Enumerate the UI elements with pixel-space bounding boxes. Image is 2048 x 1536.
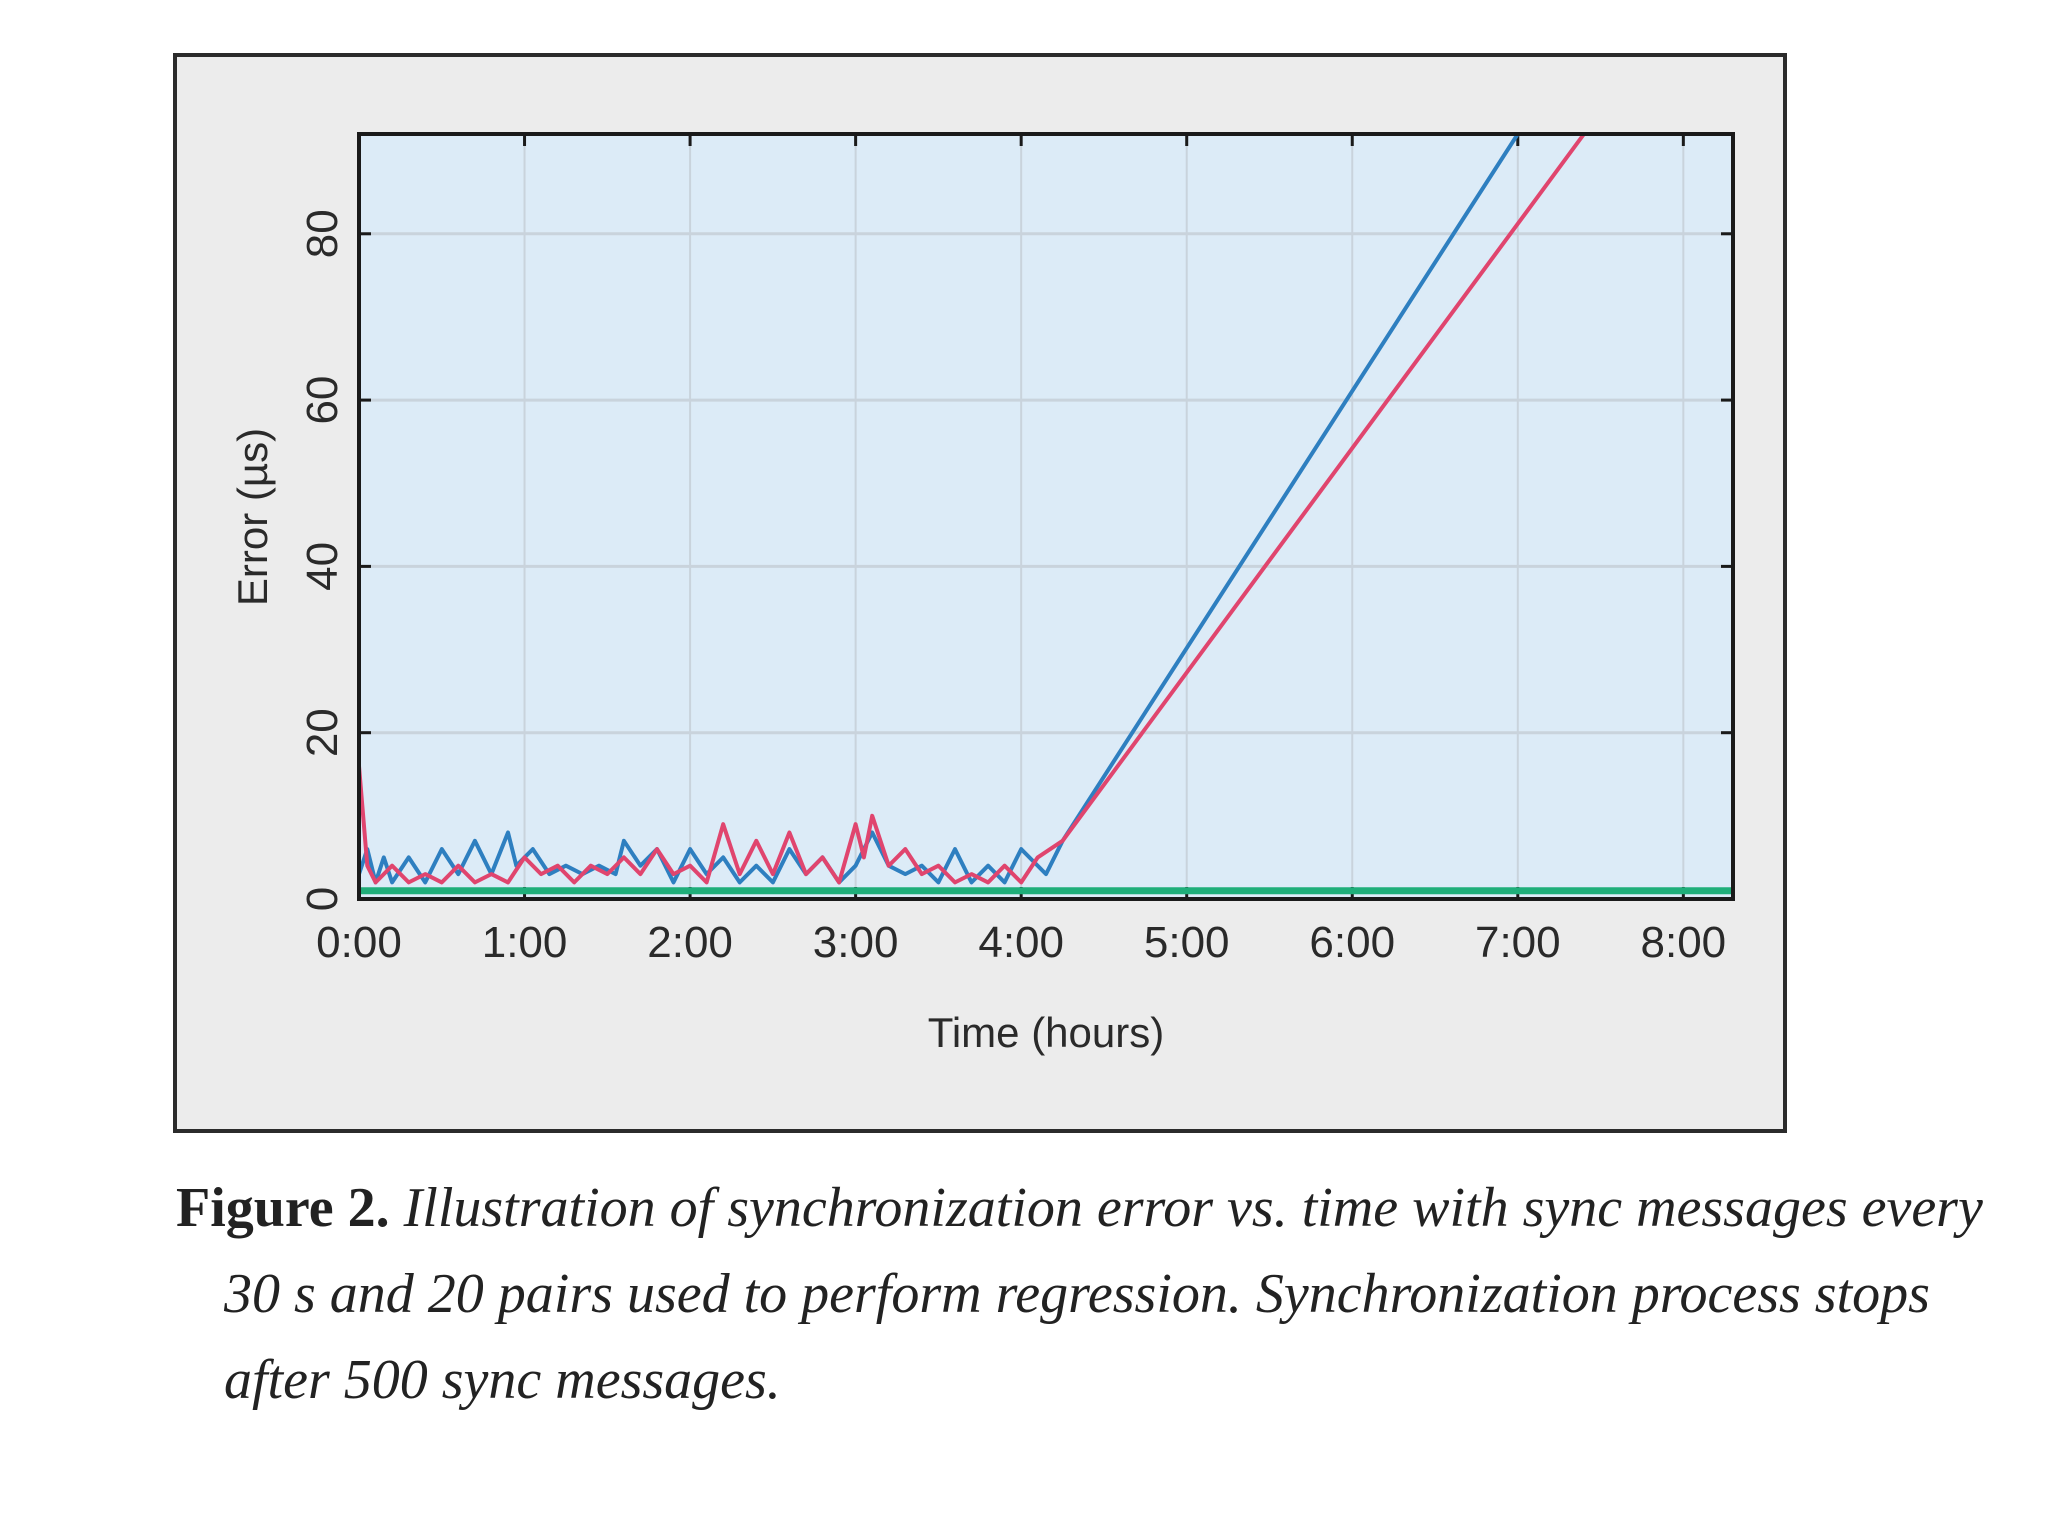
y-tick-label: 20: [298, 708, 347, 757]
x-tick-label: 3:00: [813, 918, 899, 967]
y-tick-label: 0: [298, 887, 347, 911]
series-line-2: [359, 134, 1587, 885]
x-tick-label: 8:00: [1641, 918, 1727, 967]
y-tick-label: 80: [298, 209, 347, 258]
caption-label: Figure 2.: [176, 1177, 390, 1239]
series-layer: [359, 134, 1733, 895]
caption-line-1: Illustration of synchronization error vs…: [403, 1177, 1983, 1239]
plot-area: [359, 134, 1733, 899]
caption-line-2: 30 s and 20 pairs used to perform regres…: [224, 1263, 1930, 1325]
y-axis-label: Error (µs): [229, 428, 276, 606]
y-tick-label: 40: [298, 542, 347, 591]
plot-frame: [357, 132, 1735, 901]
x-tick-label: 6:00: [1309, 918, 1395, 967]
figure-caption: Figure 2. Illustration of synchronizatio…: [176, 1165, 1983, 1423]
caption-line-3: after 500 sync messages.: [224, 1349, 781, 1411]
x-tick-label: 2:00: [647, 918, 733, 967]
x-axis-label: Time (hours): [928, 1009, 1164, 1056]
figure-panel: 0:00 1:00 2:00 3:00 4:00 5:00 6:00 7:00 8:00 0 20 4…: [173, 53, 1787, 1133]
y-tick-label: 60: [298, 376, 347, 425]
x-tick-label: 1:00: [482, 918, 568, 967]
tick-labels: 0:00 1:00 2:00 3:00 4:00 5:00 6:00 7:00 8:00 0 20 4…: [298, 209, 1726, 967]
x-tick-label: 7:00: [1475, 918, 1561, 967]
x-tick-label: 0:00: [316, 918, 402, 967]
x-tick-label: 4:00: [978, 918, 1064, 967]
x-tick-label: 5:00: [1144, 918, 1230, 967]
grid: [357, 134, 1733, 901]
chart: 0:00 1:00 2:00 3:00 4:00 5:00 6:00 7:00 8:00 0 20 4…: [229, 132, 1735, 1056]
